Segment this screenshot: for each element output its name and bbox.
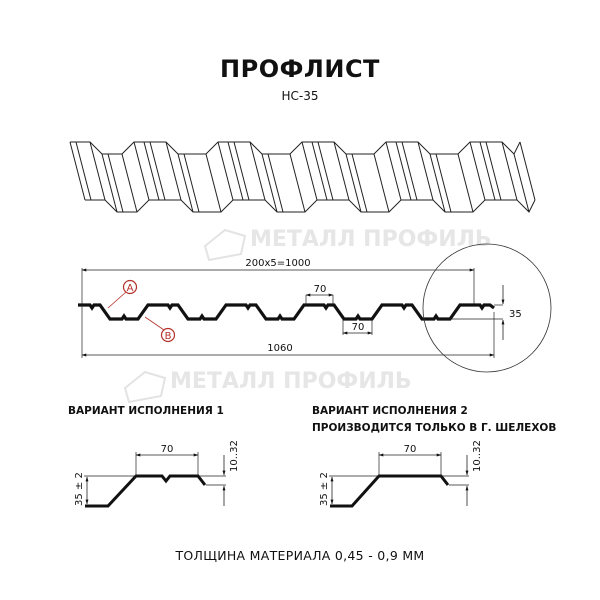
sheet-edge [165, 141, 182, 201]
sheet-edge [317, 141, 334, 201]
sheet-edge [261, 153, 278, 213]
watermark-text-lower: МЕТАЛЛ ПРОФИЛЬ [170, 369, 412, 394]
sheet-edge [183, 153, 200, 213]
sheet-edge [385, 141, 402, 201]
sheet-edge [101, 153, 118, 213]
sheet-edge [333, 141, 350, 201]
sheet-edge [501, 141, 518, 201]
variant2-heading: ВАРИАНТ ИСПОЛНЕНИЯ 2 [312, 405, 468, 417]
sheet-edge [249, 141, 266, 201]
material-thickness: ТОЛЩИНА МАТЕРИАЛА 0,45 - 0,9 ММ [175, 548, 425, 563]
sheet-edge [345, 153, 362, 213]
sheet-edge [469, 141, 486, 201]
v2-dim-width: 70 [404, 444, 417, 455]
watermark-logo-icon [123, 228, 247, 404]
v1-dim-width: 70 [161, 444, 174, 455]
variant2-detail: 70 35 ± 2 10..32 [319, 440, 483, 508]
sheet-edge [143, 141, 160, 201]
dim-top-width: 70 [314, 284, 327, 295]
sheet-edge [267, 153, 284, 213]
sheet-edge [85, 199, 536, 213]
sheet-edge [177, 153, 194, 213]
v2-dim-edge: 10..32 [472, 440, 483, 472]
page-subtitle: НС-35 [281, 89, 319, 103]
sheet-edge [69, 141, 86, 201]
sheet-edge [75, 141, 92, 201]
label-b: B [165, 331, 172, 342]
dim-height: 35 [509, 309, 522, 320]
sheet-edge [89, 141, 106, 201]
profile-section: 200x5=1000 1060 70 70 35 A B [78, 243, 552, 373]
sheet-edge [479, 141, 496, 201]
sheet-edge [205, 153, 222, 213]
sheet-edge [395, 141, 412, 201]
sheet-edge [107, 153, 124, 213]
label-a: A [127, 283, 134, 294]
variant1-heading: ВАРИАНТ ИСПОЛНЕНИЯ 1 [68, 405, 224, 417]
sheet-edge [519, 141, 536, 201]
sheet-edge [373, 153, 390, 213]
variant1-detail: 70 35 ± 2 10..32 [74, 440, 240, 508]
dim-total: 1060 [267, 343, 292, 354]
sheet-edge [435, 153, 452, 213]
sheet-edge [457, 153, 474, 213]
dim-pitch: 200x5=1000 [245, 258, 310, 269]
sheet-edge [311, 141, 328, 201]
sheet-edge [227, 141, 244, 201]
v2-dim-height: 35 ± 2 [319, 472, 330, 506]
sheet-edge [401, 141, 418, 201]
detail-circle [422, 243, 552, 373]
profile-line [78, 303, 495, 321]
variant2-note: ПРОИЗВОДИТСЯ ТОЛЬКО В Г. ШЕЛЕХОВ [312, 422, 557, 434]
sheet-edge [429, 153, 446, 213]
sheet-3d-view [69, 141, 536, 213]
label-b-circle [160, 327, 176, 343]
sheet-edge [121, 153, 138, 213]
sheet-edge [149, 141, 166, 201]
sheet-edge [70, 141, 521, 155]
sheet-edge [513, 153, 530, 213]
sheet-edge [217, 141, 234, 201]
dim-bottom-width: 70 [352, 322, 365, 333]
watermark-text-upper: МЕТАЛЛ ПРОФИЛЬ [250, 227, 492, 252]
sheet-edge [351, 153, 368, 213]
v1-dim-height: 35 ± 2 [74, 472, 85, 506]
page-title: ПРОФЛИСТ [220, 55, 380, 83]
sheet-edge [485, 141, 502, 201]
sheet-edge [133, 141, 150, 201]
watermark: МЕТАЛЛ ПРОФИЛЬ МЕТАЛЛ ПРОФИЛЬ [123, 227, 492, 404]
sheet-edge [289, 153, 306, 213]
v1-dim-edge: 10..32 [229, 440, 240, 472]
sheet-edge [233, 141, 250, 201]
sheet-edge [417, 141, 434, 201]
label-a-circle [122, 279, 138, 295]
sheet-edge [301, 141, 318, 201]
